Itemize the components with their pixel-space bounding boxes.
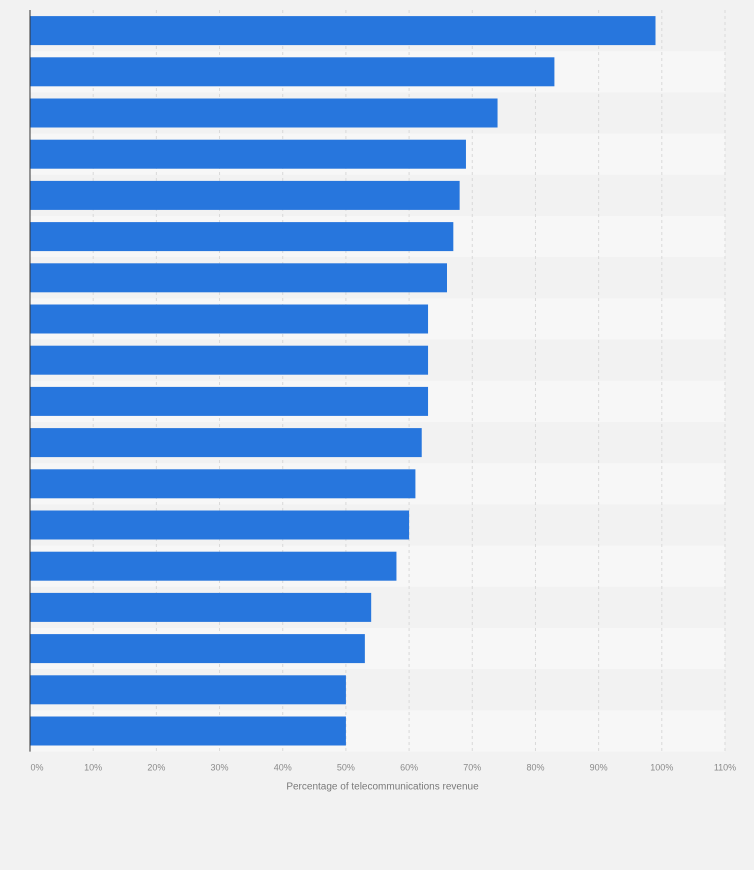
- bar: [30, 180, 460, 210]
- bar: [30, 428, 422, 458]
- x-tick-label: 30%: [211, 763, 229, 773]
- x-tick-label: 80%: [526, 763, 544, 773]
- bar: [30, 716, 346, 746]
- x-tick-label: 60%: [400, 763, 418, 773]
- x-tick-label: 70%: [463, 763, 481, 773]
- x-tick-label: 110%: [714, 763, 736, 773]
- bar: [30, 386, 429, 416]
- bar: [30, 592, 372, 622]
- bar: [30, 222, 454, 252]
- bar: [30, 345, 429, 375]
- x-axis-title: Percentage of telecommunications revenue: [286, 782, 479, 793]
- bar: [30, 304, 429, 334]
- x-tick-label: 20%: [147, 763, 165, 773]
- x-tick-label: 0%: [30, 763, 43, 773]
- x-tick-label: 100%: [650, 763, 673, 773]
- gridlines: [92, 10, 726, 752]
- x-tick-label: 50%: [337, 763, 355, 773]
- bar: [30, 634, 365, 664]
- x-tick-labels: 0% 10% 20% 30% 40% 50% 60% 70% 80% 90% 100% 110%: [30, 763, 736, 773]
- x-tick-label: 40%: [274, 763, 292, 773]
- bar: [30, 98, 498, 128]
- bar: [30, 263, 447, 293]
- bars: [30, 16, 656, 746]
- bar: [30, 139, 466, 169]
- bar: [30, 16, 656, 46]
- x-tick-label: 90%: [590, 763, 608, 773]
- bar: [30, 551, 397, 581]
- bar: [30, 469, 416, 499]
- bar: [30, 510, 410, 540]
- bar: [30, 675, 346, 705]
- bar: [30, 57, 555, 87]
- x-tick-label: 10%: [84, 763, 102, 773]
